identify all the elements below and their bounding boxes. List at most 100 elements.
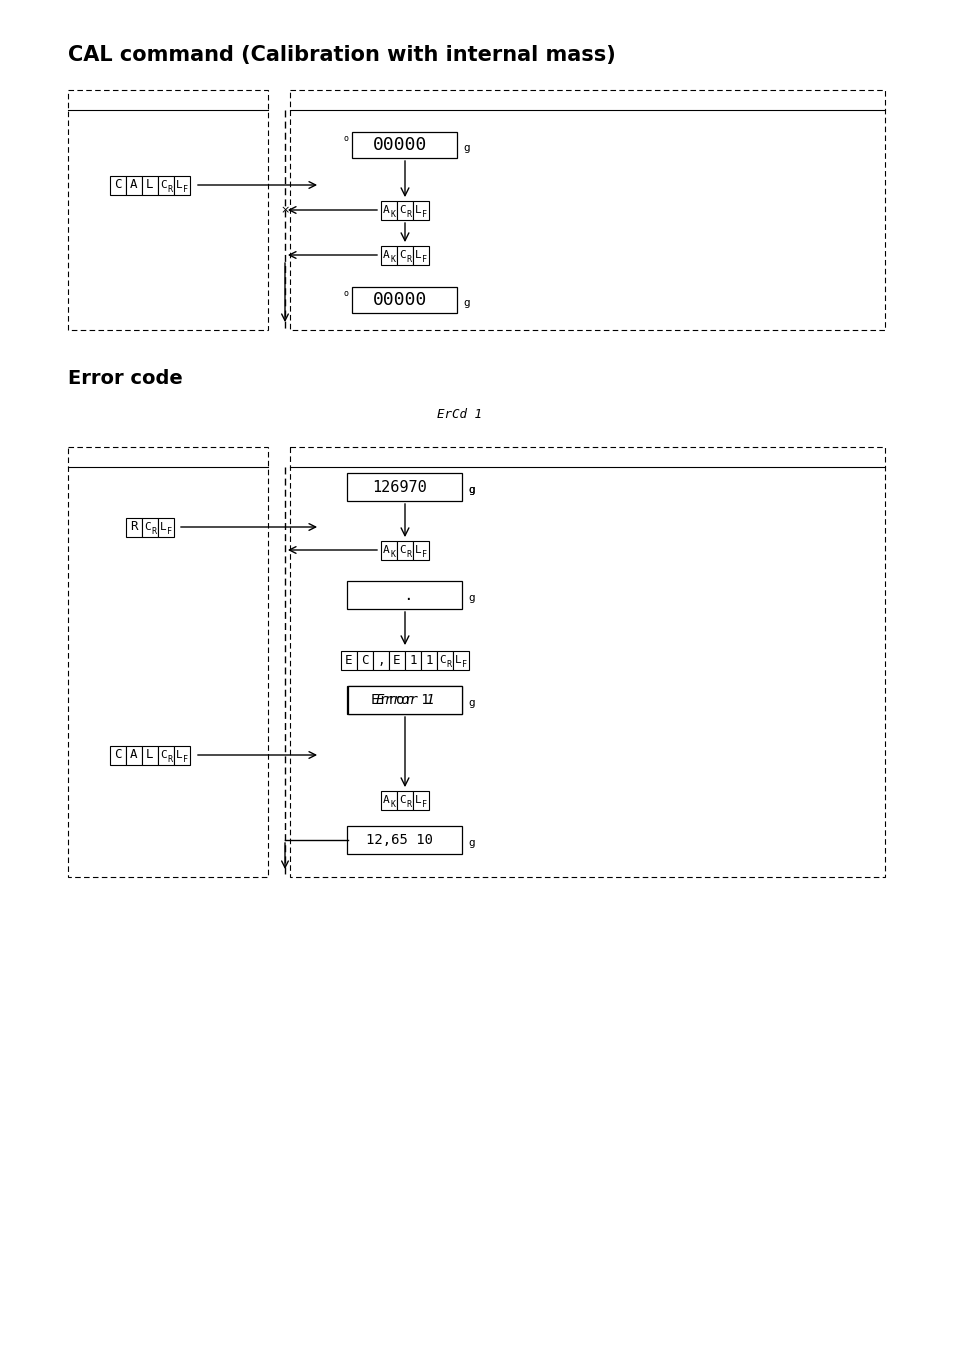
Text: R: R — [446, 660, 451, 668]
Text: L: L — [415, 250, 421, 261]
Bar — [290, 447, 884, 878]
Bar — [290, 90, 884, 329]
Text: o: o — [343, 134, 348, 143]
Bar — [347, 826, 462, 855]
Bar — [352, 288, 457, 313]
Bar — [413, 540, 429, 559]
Bar — [126, 176, 142, 194]
Text: Error 1: Error 1 — [371, 693, 429, 707]
Text: R: R — [167, 755, 172, 764]
Text: g: g — [468, 838, 475, 848]
Text: g: g — [463, 298, 470, 308]
Text: .: . — [386, 587, 414, 602]
Bar — [347, 580, 462, 609]
Text: F: F — [421, 549, 427, 559]
Bar — [453, 651, 469, 670]
Text: L: L — [415, 545, 421, 555]
Bar — [352, 132, 457, 158]
Bar — [396, 246, 413, 265]
Bar — [347, 686, 462, 714]
Text: K: K — [390, 799, 395, 809]
Bar — [413, 201, 429, 220]
Text: R: R — [151, 526, 156, 536]
Bar — [158, 745, 173, 764]
Text: R: R — [131, 521, 137, 533]
Text: K: K — [390, 255, 395, 263]
Text: 12,65 10: 12,65 10 — [366, 833, 433, 846]
Bar — [380, 540, 396, 559]
Bar — [348, 686, 461, 714]
Text: A: A — [382, 250, 389, 261]
Text: F: F — [167, 526, 172, 536]
Text: Error 1: Error 1 — [375, 693, 434, 707]
Text: ErCd 1: ErCd 1 — [437, 409, 482, 421]
Text: 00000: 00000 — [373, 292, 427, 309]
Text: g: g — [463, 143, 470, 153]
Text: F: F — [461, 660, 467, 668]
Text: L: L — [415, 795, 421, 805]
Text: L: L — [455, 655, 461, 666]
Bar — [126, 517, 142, 536]
Bar — [347, 472, 462, 501]
Text: C: C — [438, 655, 445, 666]
Text: R: R — [406, 549, 411, 559]
Text: C: C — [114, 748, 122, 761]
Text: g: g — [468, 698, 475, 707]
Text: L: L — [146, 748, 153, 761]
Bar — [110, 176, 126, 194]
Text: L: L — [160, 522, 167, 532]
Bar — [142, 176, 158, 194]
Text: K: K — [390, 209, 395, 219]
Text: A: A — [382, 545, 389, 555]
Text: C: C — [398, 795, 405, 805]
Bar — [158, 517, 173, 536]
Text: A: A — [131, 748, 137, 761]
Bar — [380, 201, 396, 220]
Bar — [142, 745, 158, 764]
Bar — [436, 651, 453, 670]
Text: 1: 1 — [425, 653, 433, 667]
Bar — [396, 201, 413, 220]
Bar — [356, 651, 373, 670]
Bar — [68, 447, 268, 878]
Text: F: F — [421, 209, 427, 219]
Text: R: R — [406, 255, 411, 263]
Bar — [380, 791, 396, 810]
Text: 1: 1 — [409, 653, 416, 667]
Bar — [413, 246, 429, 265]
Bar — [173, 176, 190, 194]
Bar — [340, 651, 356, 670]
Text: g: g — [468, 485, 475, 495]
Text: L: L — [146, 178, 153, 192]
Bar — [420, 651, 436, 670]
Text: g: g — [468, 485, 475, 495]
Text: F: F — [421, 799, 427, 809]
Text: ×: × — [280, 205, 290, 215]
Text: A: A — [131, 178, 137, 192]
Text: C: C — [160, 180, 167, 190]
Bar — [142, 517, 158, 536]
Text: C: C — [398, 545, 405, 555]
Text: F: F — [183, 185, 188, 193]
Text: ,: , — [376, 653, 384, 667]
Text: C: C — [114, 178, 122, 192]
Text: g: g — [468, 593, 475, 603]
Text: C: C — [160, 751, 167, 760]
Text: E: E — [345, 653, 353, 667]
Bar — [68, 90, 268, 329]
Text: L: L — [175, 180, 182, 190]
Text: K: K — [390, 549, 395, 559]
Bar — [389, 651, 405, 670]
Text: 126970: 126970 — [373, 479, 427, 494]
Text: C: C — [144, 522, 151, 532]
Text: F: F — [421, 255, 427, 263]
Text: A: A — [382, 205, 389, 215]
Text: L: L — [415, 205, 421, 215]
Text: L: L — [175, 751, 182, 760]
Text: E: E — [393, 653, 400, 667]
Bar — [158, 176, 173, 194]
Bar — [373, 651, 389, 670]
Text: 00000: 00000 — [373, 136, 427, 154]
Text: R: R — [167, 185, 172, 193]
Bar — [110, 745, 126, 764]
